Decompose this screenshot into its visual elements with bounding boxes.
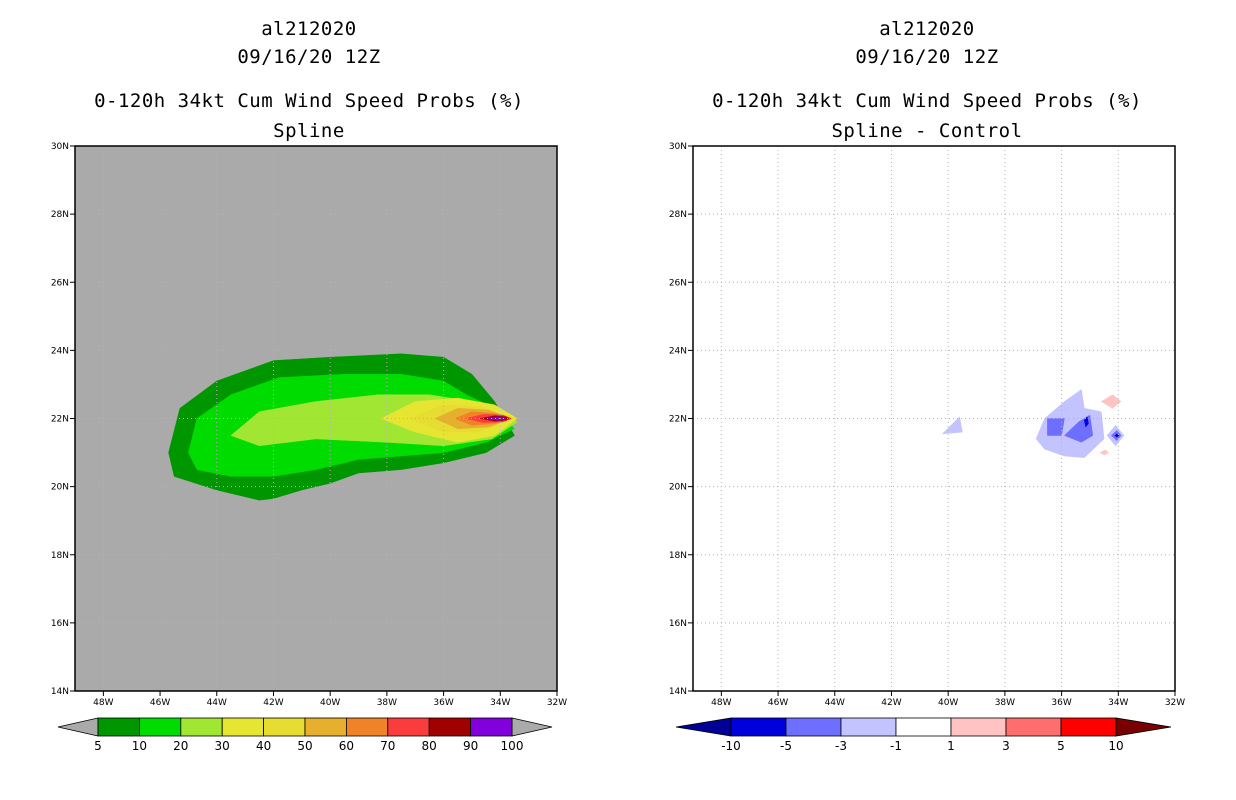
y-tick-label: 14N — [51, 687, 69, 697]
colorbar-label: 40 — [256, 739, 271, 753]
y-tick-label: 24N — [51, 346, 69, 356]
y-tick-label: 22N — [669, 415, 687, 425]
y-tick-label: 18N — [51, 551, 69, 561]
colorbar-label: -1 — [890, 739, 902, 753]
y-tick-label: 24N — [669, 346, 687, 356]
x-tick-label: 48W — [711, 698, 731, 708]
y-tick-label: 16N — [51, 619, 69, 629]
colorbar-swatch — [1005, 717, 1062, 737]
colorbar-label: -3 — [835, 739, 847, 753]
colorbar-label: 1 — [947, 739, 955, 753]
contour-1 — [1100, 394, 1122, 409]
x-tick-label: 44W — [825, 698, 845, 708]
y-tick-label: 14N — [669, 687, 687, 697]
difference-map: 48W 46W 44W 42W 40W 38W 36W 34W 32W 14N 16N 18N 20N 2… — [669, 142, 1185, 753]
contour-neg1 — [1035, 389, 1105, 458]
colorbar-label: 10 — [1108, 739, 1123, 753]
x-tick-label: 44W — [207, 698, 227, 708]
colorbar-swatch — [470, 717, 513, 737]
x-tick-label: 34W — [1108, 698, 1128, 708]
x-tick-label: 36W — [1051, 698, 1071, 708]
contour-neg1 — [941, 416, 963, 435]
colorbar-label: 60 — [339, 739, 354, 753]
colorbar-label: -5 — [780, 739, 792, 753]
spline-probability-map: 48W 46W 44W 42W 40W 38W 36W 34W 32W 14N 16N 18N 20N 2… — [51, 142, 567, 753]
y-tick-label: 18N — [669, 551, 687, 561]
colorbar-swatch — [785, 717, 842, 737]
colorbar-swatch — [97, 717, 140, 737]
colorbar-label: 90 — [463, 739, 478, 753]
colorbar-swatch — [840, 717, 897, 737]
product-title: 0-120h 34kt Cum Wind Speed Probs (%) — [94, 90, 524, 112]
colorbar-high-end — [1115, 717, 1172, 737]
colorbar-label: -10 — [721, 739, 741, 753]
y-tick-label: 28N — [669, 210, 687, 220]
colorbar-swatch — [345, 717, 389, 737]
difference-panel: al212020 09/16/20 12Z 0-120h 34kt Cum Wi… — [618, 0, 1236, 800]
storm-id-title: al212020 — [261, 18, 357, 40]
colorbar-swatch — [263, 717, 306, 737]
colorbar-label: 20 — [173, 739, 188, 753]
y-tick-label: 30N — [669, 142, 687, 152]
x-tick-label: 38W — [995, 698, 1015, 708]
colorbar-label: 30 — [215, 739, 230, 753]
date-title: 09/16/20 12Z — [855, 46, 999, 68]
x-tick-label: 46W — [768, 698, 788, 708]
colorbar-label: 10 — [132, 739, 147, 753]
x-tick-label: 42W — [263, 698, 283, 708]
contour-90 — [487, 416, 507, 421]
colorbar-high-end — [511, 717, 553, 737]
date-title: 09/16/20 12Z — [237, 46, 381, 68]
y-tick-label: 26N — [51, 278, 69, 288]
colorbar-swatch — [730, 717, 787, 737]
subtitle: Spline - Control — [831, 120, 1023, 142]
y-tick-label: 22N — [51, 415, 69, 425]
colorbar-label: 5 — [94, 739, 102, 753]
colorbar-swatch — [221, 717, 264, 737]
contour-neg3 — [1047, 418, 1065, 436]
y-tick-label: 28N — [51, 210, 69, 220]
colorbar-swatch — [950, 717, 1007, 737]
colorbar-label: 70 — [380, 739, 395, 753]
x-tick-label: 40W — [938, 698, 958, 708]
y-tick-label: 16N — [669, 619, 687, 629]
colorbar-label: 3 — [1002, 739, 1010, 753]
colorbar-label: 5 — [1057, 739, 1065, 753]
y-tick-label: 30N — [51, 142, 69, 152]
y-tick-label: 20N — [669, 483, 687, 493]
colorbar-label: 80 — [422, 739, 437, 753]
colorbar-swatch — [1060, 717, 1117, 737]
product-title: 0-120h 34kt Cum Wind Speed Probs (%) — [712, 90, 1142, 112]
contour-1 — [1099, 449, 1109, 456]
x-tick-label: 48W — [93, 698, 113, 708]
x-tick-label: 34W — [490, 698, 510, 708]
x-tick-label: 40W — [320, 698, 340, 708]
colorbar-swatch — [387, 717, 430, 737]
colorbar-label: 50 — [297, 739, 312, 753]
spline-panel: al212020 09/16/20 12Z 0-120h 34kt Cum Wi… — [51, 18, 567, 753]
storm-id-title: al212020 — [879, 18, 975, 40]
colorbar-swatch — [304, 717, 347, 737]
colorbar-swatch — [180, 717, 223, 737]
x-tick-label: 46W — [150, 698, 170, 708]
colorbar-label: 100 — [501, 739, 524, 753]
y-tick-label: 26N — [669, 278, 687, 288]
colorbar-swatch — [428, 717, 472, 737]
colorbar-swatch — [138, 717, 182, 737]
y-tick-label: 20N — [51, 483, 69, 493]
colorbar-swatch — [895, 717, 952, 737]
x-tick-label: 32W — [547, 698, 567, 708]
x-tick-label: 38W — [377, 698, 397, 708]
x-tick-label: 32W — [1165, 698, 1185, 708]
colorbar-low-end — [57, 717, 99, 737]
contour-neg5 — [1084, 416, 1089, 428]
subtitle: Spline — [273, 120, 345, 142]
x-tick-label: 42W — [881, 698, 901, 708]
x-tick-label: 36W — [433, 698, 453, 708]
colorbar-low-end — [675, 717, 732, 737]
